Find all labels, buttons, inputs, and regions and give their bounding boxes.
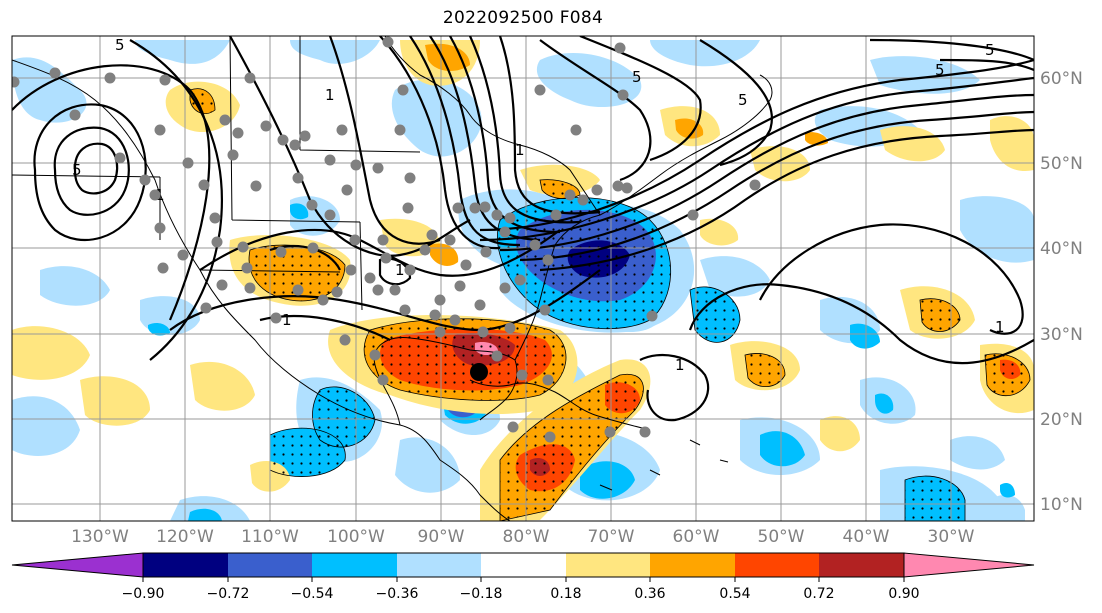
map-frame bbox=[11, 35, 1035, 522]
colorbar-labels: −0.90 −0.72 −0.54 −0.36 −0.18 0.18 0.36 … bbox=[122, 586, 920, 602]
latitude-axis: 60°N 50°N 40°N 30°N 20°N 10°N bbox=[1040, 69, 1083, 515]
contour-label: 1 bbox=[325, 86, 335, 104]
lon-label: 110°W bbox=[241, 527, 299, 547]
lon-label: 30°W bbox=[928, 527, 975, 547]
colorbar-swatch bbox=[735, 553, 819, 577]
colorbar-label: 0.90 bbox=[888, 586, 919, 602]
contour-label: 1 bbox=[995, 318, 1005, 336]
colorbar-swatch bbox=[481, 553, 566, 577]
map-content: 5 5 5 5 5 5 1 1 1 1 1 1 1 bbox=[12, 36, 1034, 521]
lon-label: 50°W bbox=[758, 527, 805, 547]
contour-label: 1 bbox=[395, 261, 405, 279]
colorbar-swatch bbox=[397, 553, 481, 577]
colorbar-frame bbox=[142, 552, 905, 578]
contour-label: 5 bbox=[72, 161, 82, 179]
colorbar-swatch bbox=[312, 553, 397, 577]
contour-label: 1 bbox=[675, 356, 685, 374]
colorbar-swatch bbox=[228, 553, 312, 577]
colorbar-swatch bbox=[143, 553, 228, 577]
colorbar-label: −0.18 bbox=[460, 586, 503, 602]
lon-label: 120°W bbox=[156, 527, 214, 547]
colorbar-ticks bbox=[142, 577, 905, 582]
colorbar-high-extension bbox=[903, 552, 1035, 578]
contour-label: 5 bbox=[738, 91, 748, 109]
colorbar-label: 0.36 bbox=[634, 586, 665, 602]
lon-label: 100°W bbox=[327, 527, 385, 547]
lon-label: 130°W bbox=[71, 527, 129, 547]
colorbar-swatch bbox=[650, 553, 735, 577]
lat-label: 50°N bbox=[1040, 154, 1083, 174]
lat-label: 60°N bbox=[1040, 69, 1083, 89]
coastlines bbox=[12, 36, 773, 521]
contour-label: 5 bbox=[985, 41, 995, 59]
lat-label: 10°N bbox=[1040, 495, 1083, 515]
contour-label: 1 bbox=[515, 141, 525, 159]
storm-center-marker bbox=[470, 363, 488, 381]
contour-label: 5 bbox=[632, 68, 642, 86]
lon-label: 70°W bbox=[588, 527, 635, 547]
longitude-axis: 130°W 120°W 110°W 100°W 90°W 80°W 70°W 6… bbox=[71, 527, 975, 547]
colorbar-label: 0.18 bbox=[550, 586, 581, 602]
colorbar-label: −0.90 bbox=[122, 586, 165, 602]
map-title: 2022092500 F084 bbox=[442, 8, 604, 28]
colorbar-label: −0.36 bbox=[376, 586, 419, 602]
station-dots bbox=[12, 36, 761, 443]
colorbar-label: 0.54 bbox=[719, 586, 750, 602]
lon-label: 60°W bbox=[673, 527, 720, 547]
contour-label: 5 bbox=[935, 61, 945, 79]
colorbar-swatch bbox=[819, 553, 904, 577]
colorbar-swatch bbox=[566, 553, 650, 577]
colorbar-label: 0.72 bbox=[803, 586, 834, 602]
contour-label: 1 bbox=[282, 311, 292, 329]
colorbar-label: −0.54 bbox=[291, 586, 334, 602]
contour-label: 5 bbox=[115, 36, 125, 54]
lon-label: 80°W bbox=[503, 527, 550, 547]
lat-label: 20°N bbox=[1040, 410, 1083, 430]
lon-label: 90°W bbox=[418, 527, 465, 547]
lat-label: 30°N bbox=[1040, 325, 1083, 345]
graticule bbox=[12, 36, 1034, 521]
colorbar-low-extension bbox=[11, 552, 144, 578]
lon-label: 40°W bbox=[843, 527, 890, 547]
colorbar-label: −0.72 bbox=[207, 586, 250, 602]
colorbar: −0.90 −0.72 −0.54 −0.36 −0.18 0.18 0.36 … bbox=[11, 552, 1035, 602]
lat-label: 40°N bbox=[1040, 239, 1083, 259]
